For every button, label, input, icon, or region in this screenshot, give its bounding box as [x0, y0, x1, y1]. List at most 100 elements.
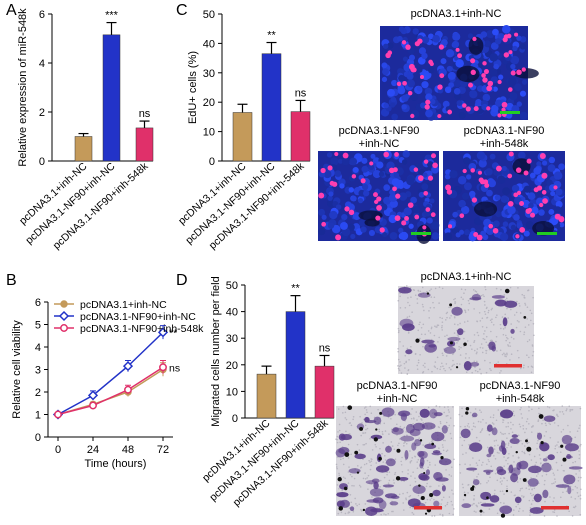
nucleus — [358, 219, 366, 227]
membrane-pore — [497, 409, 500, 411]
nucleus — [426, 217, 433, 224]
membrane-pore — [441, 352, 444, 355]
debris-speck — [525, 439, 528, 443]
nucleus — [517, 151, 526, 160]
membrane-pore — [436, 356, 439, 359]
nucleus — [350, 233, 356, 240]
x-axis-title: Time (hours) — [85, 458, 147, 470]
membrane-pore — [400, 372, 403, 374]
nucleus — [406, 72, 414, 80]
membrane-pore — [441, 499, 443, 501]
membrane-pore — [465, 352, 467, 355]
membrane-pore — [436, 324, 439, 327]
membrane-pore — [490, 465, 493, 468]
nucleus — [412, 206, 420, 214]
membrane-pore — [369, 468, 372, 471]
membrane-pore — [472, 422, 475, 425]
edu-positive-nucleus — [470, 58, 476, 64]
membrane-pore — [502, 421, 504, 424]
edu-positive-nucleus — [351, 174, 357, 179]
membrane-pore — [444, 319, 447, 321]
nucleus — [469, 90, 478, 99]
membrane-pore — [487, 309, 490, 312]
membrane-pore — [431, 439, 433, 441]
membrane-pore — [350, 501, 353, 504]
bar — [314, 365, 335, 419]
membrane-pore — [448, 411, 450, 413]
nucleus — [516, 222, 523, 229]
nucleus — [432, 34, 440, 43]
membrane-pore — [515, 326, 518, 329]
membrane-pore — [442, 439, 445, 442]
migrated-cell — [419, 462, 424, 469]
membrane-pore — [545, 456, 548, 459]
edu-positive-nucleus — [394, 152, 399, 157]
membrane-pore — [478, 459, 481, 462]
migrated-cell — [382, 484, 395, 488]
membrane-pore — [363, 463, 366, 466]
y-axis-title: Relative cell viability — [11, 320, 23, 419]
membrane-pore — [476, 504, 478, 507]
membrane-pore — [339, 441, 341, 444]
membrane-pore — [417, 329, 420, 332]
membrane-pore — [537, 419, 540, 421]
significance-label: ns — [139, 108, 151, 120]
membrane-pore — [522, 496, 525, 499]
membrane-pore — [412, 423, 414, 425]
membrane-pore — [411, 311, 413, 313]
membrane-pore — [467, 483, 470, 486]
debris-speck — [373, 437, 378, 442]
nucleus — [402, 56, 409, 62]
membrane-pore — [519, 425, 522, 428]
membrane-pore — [538, 407, 540, 410]
membrane-pore — [428, 289, 431, 292]
membrane-pore — [533, 334, 535, 337]
membrane-pore — [487, 459, 490, 461]
membrane-pore — [488, 508, 491, 510]
edu-positive-nucleus — [427, 175, 434, 181]
debris-speck — [338, 506, 344, 511]
y-tick-label: 4 — [39, 58, 45, 70]
membrane-pore — [458, 348, 461, 351]
nucleus — [488, 179, 496, 188]
membrane-pore — [446, 503, 448, 506]
nucleus — [442, 100, 450, 108]
micrograph-label-d-top: pcDNA3.1+inh-NC — [420, 271, 512, 283]
edu-positive-nucleus — [536, 185, 543, 191]
membrane-pore — [442, 354, 444, 357]
nucleus — [452, 211, 459, 218]
edu-positive-nucleus — [462, 103, 467, 108]
membrane-pore — [420, 333, 423, 336]
nucleus — [513, 214, 520, 221]
significance-label: ns — [319, 342, 331, 354]
membrane-pore — [484, 313, 487, 315]
nucleus — [495, 211, 502, 218]
edu-positive-nucleus — [507, 200, 514, 207]
membrane-pore — [473, 360, 476, 363]
membrane-pore — [393, 482, 395, 484]
migrated-cell — [432, 489, 441, 497]
debris-speck — [504, 288, 510, 294]
membrane-pore — [336, 467, 338, 470]
membrane-pore — [465, 371, 468, 373]
micrograph-label-c-bottom-left-2: +inh-NC — [358, 138, 400, 150]
membrane-pore — [496, 512, 499, 515]
membrane-pore — [485, 352, 488, 354]
nucleus — [501, 24, 511, 34]
y-tick-label: 3 — [35, 365, 41, 377]
edu-positive-nucleus — [425, 99, 431, 105]
membrane-pore — [374, 443, 377, 446]
nucleus — [429, 98, 436, 105]
edu-positive-nucleus — [473, 106, 479, 112]
membrane-pore — [555, 461, 558, 464]
y-axis-title: Migrated cells number per field — [210, 276, 222, 426]
membrane-pore — [466, 340, 469, 342]
membrane-pore — [569, 408, 572, 411]
micrograph-label-c-bottom-left-1: pcDNA3.1-NF90 — [338, 125, 420, 137]
nucleus — [452, 40, 460, 48]
background-gap — [364, 218, 380, 227]
membrane-pore — [502, 333, 505, 336]
membrane-pore — [537, 473, 539, 475]
membrane-pore — [495, 335, 498, 338]
membrane-pore — [485, 341, 488, 344]
